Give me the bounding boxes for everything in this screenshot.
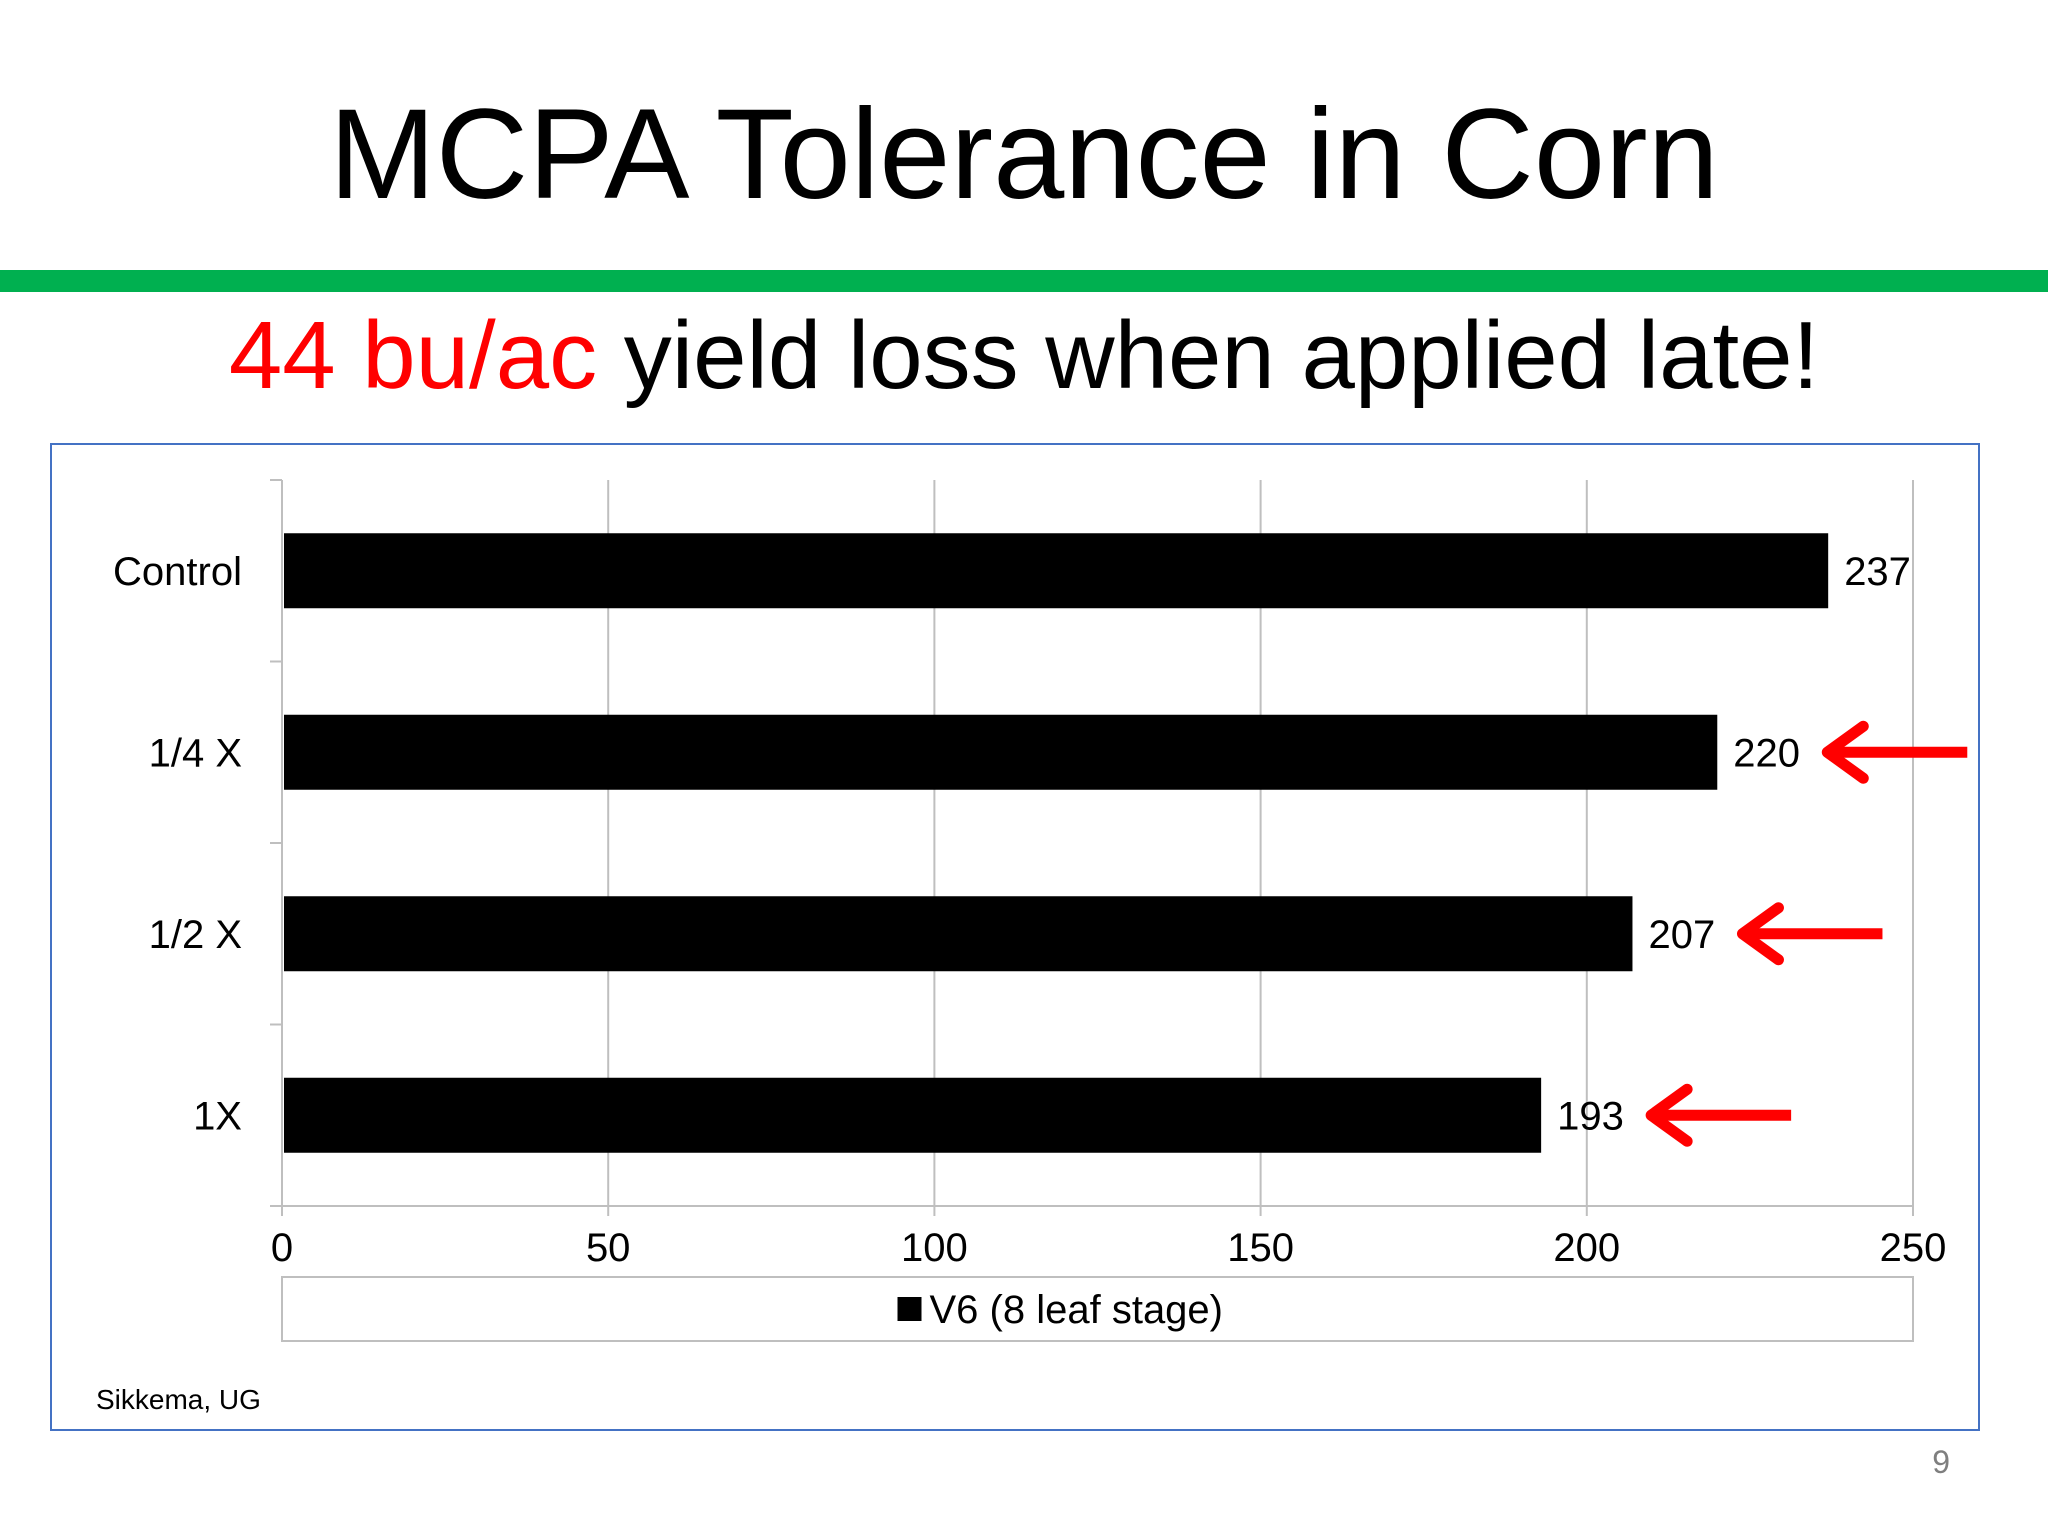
bar-1-2-x <box>284 896 1633 972</box>
x-tick-label: 50 <box>586 1226 631 1270</box>
data-label: 237 <box>1844 550 1911 594</box>
page-number: 9 <box>1932 1444 1950 1480</box>
data-label: 193 <box>1557 1094 1624 1138</box>
legend-label: V6 (8 leaf stage) <box>930 1288 1224 1332</box>
data-label: 220 <box>1733 731 1800 775</box>
subtitle-highlight: 44 bu/ac <box>228 302 598 409</box>
chart-frame: 050100150200250Yield (bu/ac)Control2371/… <box>50 443 1980 1431</box>
legend-swatch <box>897 1297 922 1321</box>
subtitle-text: yield loss when applied late! <box>597 302 1820 409</box>
x-tick-label: 250 <box>1880 1226 1947 1270</box>
red-arrow-head <box>1645 1083 1693 1147</box>
slide-subtitle: 44 bu/ac yield loss when applied late! <box>0 298 2048 414</box>
red-arrow-head <box>1821 720 1869 784</box>
legend-box <box>281 1276 1914 1342</box>
red-arrow-head <box>1736 902 1784 966</box>
bar-1-4-x <box>284 714 1718 790</box>
data-label: 207 <box>1648 913 1715 957</box>
category-label: Control <box>113 550 242 594</box>
x-tick-label: 150 <box>1227 1226 1294 1270</box>
slide-title: MCPA Tolerance in Corn <box>329 83 1719 226</box>
source-note: Sikkema, UG <box>96 1384 261 1415</box>
bar-chart: 050100150200250Yield (bu/ac)Control2371/… <box>96 479 1968 1415</box>
x-tick-label: 200 <box>1553 1226 1620 1270</box>
bar-control <box>284 533 1829 609</box>
x-tick-label: 0 <box>271 1226 293 1270</box>
x-tick-label: 100 <box>901 1226 968 1270</box>
category-label: 1/4 X <box>149 731 242 775</box>
category-label: 1/2 X <box>149 913 242 957</box>
category-label: 1X <box>193 1094 242 1138</box>
title-divider <box>0 270 2048 292</box>
bar-1x <box>284 1077 1542 1153</box>
